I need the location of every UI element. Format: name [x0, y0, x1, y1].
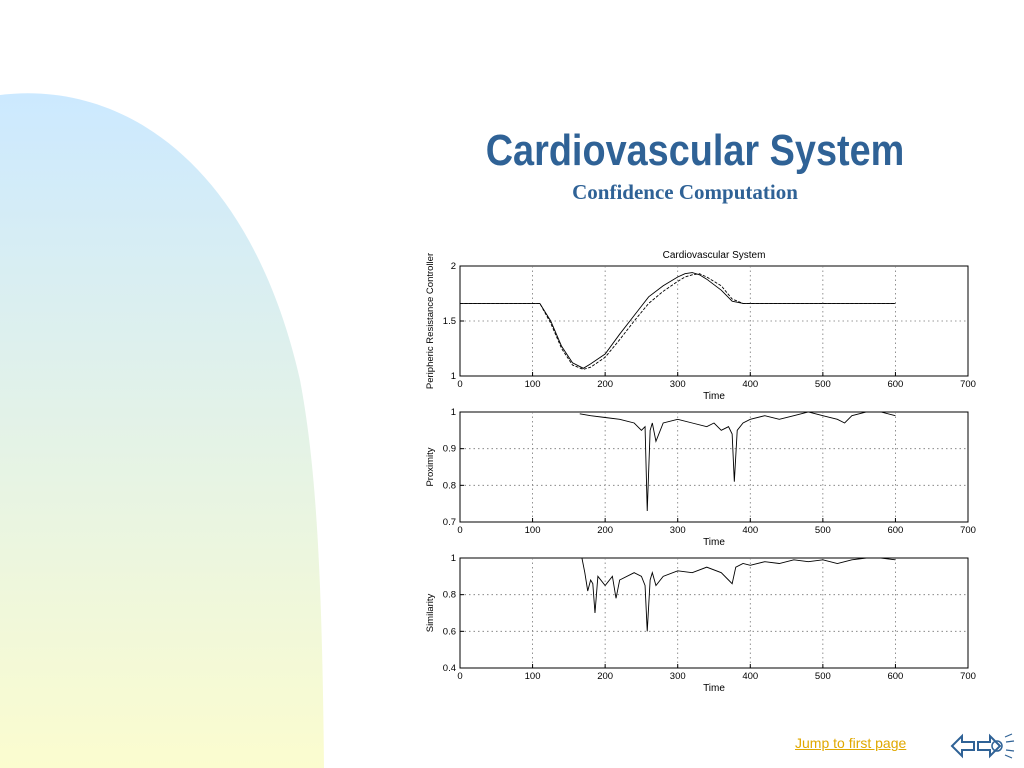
series-line-1 [460, 272, 896, 369]
chart-panel-3: 0 100 200 300 400 500 600 700 0.4 0.6 0.8 1 Time Simi… [425, 553, 976, 694]
slide-subtitle: Confidence Computation [572, 180, 798, 204]
y-tick-label: 1 [451, 371, 456, 382]
back-forward-arrows-icon[interactable] [950, 728, 1016, 764]
x-tick-label: 300 [670, 525, 686, 536]
y-tick-label: 1 [451, 407, 456, 418]
x-tick-label: 500 [815, 525, 831, 536]
plot-area [459, 411, 969, 523]
y-tick-label: 0.4 [443, 663, 456, 674]
x-tick-label: 600 [887, 671, 903, 682]
x-tick-label: 100 [525, 379, 541, 390]
series-line-1 [579, 411, 896, 512]
x-tick-label: 300 [670, 379, 686, 390]
chart-panel-1: 0 100 200 300 400 500 600 700 1 1.5 2 Cardiovascula… [425, 250, 976, 402]
y-axis-label: Similarity [425, 593, 436, 632]
chart-panel-2: 0 100 200 300 400 500 600 700 0.7 0.8 0.9 1 Time Prox… [425, 407, 976, 548]
series-line-1 [576, 557, 896, 632]
chart-title: Cardiovascular System [663, 250, 766, 261]
x-tick-label: 500 [815, 379, 831, 390]
y-tick-label: 2 [451, 261, 456, 272]
y-tick-label: 0.8 [443, 590, 456, 601]
x-tick-label: 400 [742, 379, 758, 390]
x-tick-label: 200 [597, 671, 613, 682]
x-tick-label: 400 [742, 525, 758, 536]
y-tick-label: 0.9 [443, 444, 456, 455]
x-tick-label: 500 [815, 671, 831, 682]
x-tick-label: 0 [457, 379, 462, 390]
y-axis-label: Peripheric Resistance Controller [425, 253, 436, 389]
y-tick-label: 0.6 [443, 626, 456, 637]
x-axis-label: Time [703, 537, 725, 548]
y-tick-label: 0.7 [443, 517, 456, 528]
x-tick-label: 600 [887, 379, 903, 390]
y-tick-label: 1 [451, 553, 456, 564]
series-line-2 [460, 273, 896, 370]
x-tick-label: 700 [960, 525, 976, 536]
y-tick-label: 1.5 [443, 316, 456, 327]
x-tick-label: 200 [597, 525, 613, 536]
x-tick-label: 700 [960, 379, 976, 390]
x-tick-label: 0 [457, 671, 462, 682]
x-tick-label: 400 [742, 671, 758, 682]
y-tick-label: 0.8 [443, 480, 456, 491]
x-tick-label: 700 [960, 671, 976, 682]
x-tick-label: 600 [887, 525, 903, 536]
y-axis-label: Proximity [425, 447, 436, 486]
slide-title: Cardiovascular System [485, 126, 905, 175]
x-tick-label: 300 [670, 671, 686, 682]
x-tick-label: 200 [597, 379, 613, 390]
x-tick-label: 0 [457, 525, 462, 536]
x-tick-label: 100 [525, 671, 541, 682]
x-tick-label: 100 [525, 525, 541, 536]
x-axis-label: Time [703, 391, 725, 402]
x-axis-label: Time [703, 683, 725, 694]
plot-area [459, 265, 969, 377]
chart-figure: 0 100 200 300 400 500 600 70011.52Cardiovascula… [425, 250, 976, 694]
jump-to-first-page-link[interactable]: Jump to first page [795, 735, 907, 751]
plot-area [459, 557, 969, 669]
